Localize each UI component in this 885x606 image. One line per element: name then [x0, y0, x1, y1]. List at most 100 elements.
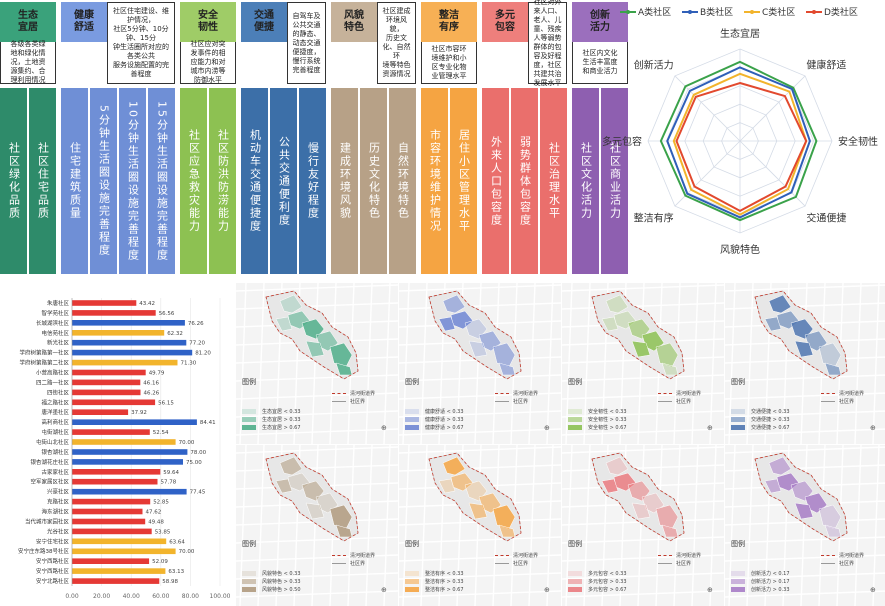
legend-boundary-label: 清河街道界	[350, 552, 376, 559]
category-label: 屯街山北社区	[36, 438, 70, 446]
dimension-title: 风貌 特色	[331, 2, 377, 42]
legend-swatch	[731, 408, 745, 414]
community-block	[631, 502, 651, 520]
bar	[72, 478, 158, 485]
legend-swatch	[242, 416, 256, 422]
street-line	[562, 554, 724, 562]
legend-community-item: 社区界	[495, 559, 538, 567]
category-label: 银杏湖花庄社区	[30, 458, 69, 466]
indicator-label: 住宅建筑质量	[61, 88, 88, 274]
community-block	[605, 294, 629, 314]
category-label: 海东湖社区	[41, 508, 69, 516]
community-block	[661, 362, 679, 376]
legend-swatch	[242, 424, 256, 430]
bar-value-label: 84.41	[200, 420, 216, 426]
street-line	[236, 536, 398, 544]
bar	[72, 459, 183, 465]
bar-value-label: 49.79	[149, 371, 165, 377]
x-tick-label: 100.00	[210, 593, 231, 600]
legend-class-label: 交通便捷 > 0.33	[751, 416, 790, 423]
community-block	[824, 524, 842, 538]
street-line	[800, 445, 808, 606]
x-tick-label: 40.00	[123, 593, 140, 600]
radar-spoke	[739, 75, 806, 142]
bar	[72, 449, 188, 455]
bar-value-label: 77.45	[190, 490, 206, 496]
street-line	[637, 283, 645, 444]
indicator-label: 自然环境特色	[389, 88, 416, 274]
bar	[72, 548, 176, 555]
bar	[72, 409, 129, 415]
map-legend-title: 图例	[242, 378, 256, 386]
legend-class-label: 健康舒适 > 0.33	[425, 416, 464, 423]
community-block	[601, 478, 619, 494]
street-line	[725, 284, 885, 292]
dimension-title: 生态 宜居	[0, 2, 56, 42]
legend-class-label: 交通便捷 < 0.33	[751, 408, 790, 415]
street-line	[236, 590, 398, 598]
category-label: 四二路一社区	[36, 378, 70, 386]
legend-class-label: 健康舒适 < 0.33	[425, 408, 464, 415]
map-legend-title: 图例	[568, 540, 582, 548]
category-label: 朱唐社区	[47, 299, 70, 307]
legend-swatch	[242, 570, 256, 576]
street-line	[854, 445, 862, 606]
street-line	[725, 536, 885, 544]
bar	[72, 528, 152, 535]
community-block	[438, 478, 456, 494]
street-line	[800, 283, 808, 444]
category-label: 高利商社区	[41, 418, 69, 426]
map-legend-classes: 健康舒适 < 0.33 健康舒适 > 0.33 健康舒适 > 0.67	[405, 407, 464, 431]
legend-class-label: 创新活力 < 0.17	[751, 570, 790, 577]
dimension-description: 社区住宅建设、维护情况， 社区5分钟、10分钟、15分 钟生活圈所对应的各类公共…	[107, 2, 175, 84]
indicator-label: 10分钟生活圈设施完善程度	[119, 88, 146, 274]
dimension-description: 自驾车及公共交通 的静态、动态交通 便捷度，慢行系统 完善程度	[287, 2, 326, 84]
category-label: 智学苑社区	[41, 309, 69, 317]
community-block	[305, 502, 325, 520]
legend-label: B类社区	[700, 6, 733, 18]
legend-boundary-item: 清河街道界	[821, 389, 864, 397]
legend-class-item: 生态宜居 > 0.67	[242, 423, 301, 431]
legend-class-item: 创新活力 < 0.17	[731, 569, 790, 577]
community-block	[764, 478, 782, 494]
street-line	[236, 392, 398, 400]
legend-class-item: 健康舒适 < 0.33	[405, 407, 464, 415]
street-line	[399, 572, 561, 580]
map-legend-boundaries: 清河街道界 社区界	[658, 389, 701, 405]
map-legend-title: 图例	[731, 378, 745, 386]
legend-label: D类社区	[824, 6, 858, 18]
legend-marker	[812, 10, 816, 14]
indicator-label: 慢行友好程度	[299, 88, 326, 274]
bar-value-label: 47.62	[146, 510, 162, 516]
community-block	[498, 362, 516, 376]
bar-value-label: 77.20	[189, 341, 205, 347]
legend-boundary-item: 清河街道界	[658, 551, 701, 559]
legend-class-label: 整洁有序 > 0.67	[425, 586, 464, 593]
dimension-map: 图例 清河街道界 社区界 健康舒适 < 0.33 健康舒适 > 0.33 健康舒适 > 0…	[399, 283, 561, 444]
legend-class-item: 安全韧性 < 0.33	[568, 407, 627, 415]
street-line	[311, 445, 319, 606]
street-line	[872, 283, 880, 444]
map-legend-classes: 安全韧性 < 0.33 安全韧性 > 0.33 安全韧性 > 0.67	[568, 407, 627, 431]
x-tick-label: 20.00	[93, 593, 110, 600]
community-block	[275, 316, 293, 332]
legend-label: C类社区	[762, 6, 795, 18]
street-line	[562, 410, 724, 418]
bar	[72, 568, 166, 574]
map-legend-boundaries: 清河街道界 社区界	[658, 551, 701, 567]
community-block	[601, 316, 619, 332]
legend-community-item: 社区界	[332, 397, 375, 405]
indicator-label: 市容环境维护情况	[421, 88, 448, 274]
dimension-map: 图例 清河街道界 社区界 安全韧性 < 0.33 安全韧性 > 0.33 安全韧性 > 0…	[562, 283, 724, 444]
category-label: 四街社区	[47, 388, 70, 396]
legend-boundary-item: 清河街道界	[495, 389, 538, 397]
dimension-description: 社区对外来人口、 老人、儿童、残疾 人等弱势群体的包 容及好程度，社区 共建共治…	[528, 0, 567, 87]
radar-series	[672, 72, 808, 216]
radar-spoke	[739, 140, 806, 207]
legend-class-item: 创新活力 > 0.33	[731, 585, 790, 593]
legend-swatch	[731, 570, 745, 576]
bar-svg: 0.00 20.00 40.00 60.00 80.00 100.00 朱唐社区 43.42 智…	[18, 298, 231, 600]
street-line	[725, 446, 885, 454]
community-block	[468, 340, 488, 358]
community-block	[768, 294, 792, 314]
